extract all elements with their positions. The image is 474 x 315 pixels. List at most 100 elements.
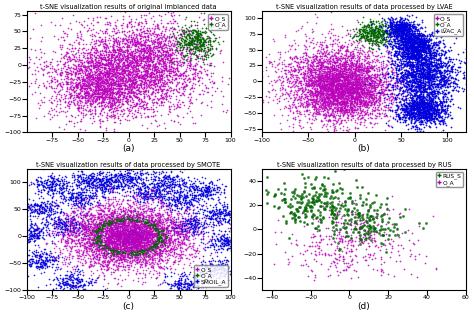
Point <box>142 248 150 253</box>
Point <box>367 76 375 81</box>
Point <box>149 171 157 176</box>
Point <box>124 63 132 68</box>
Point <box>319 101 326 106</box>
Point <box>104 58 112 63</box>
Point <box>425 82 433 87</box>
Point <box>109 190 117 195</box>
Point <box>202 36 210 41</box>
Point <box>318 69 325 74</box>
Point <box>174 216 182 221</box>
Point <box>33 227 40 232</box>
Point <box>95 118 102 123</box>
Point <box>100 247 107 252</box>
Point <box>141 42 149 47</box>
Point <box>80 77 87 82</box>
Point <box>367 34 375 39</box>
Point <box>115 191 123 196</box>
Point <box>424 110 432 115</box>
Point <box>358 91 365 96</box>
Point <box>419 60 427 65</box>
Point <box>298 90 306 95</box>
Point <box>135 259 142 264</box>
Point <box>89 253 97 258</box>
Point <box>384 119 392 124</box>
Point <box>155 170 163 175</box>
Point <box>120 221 128 226</box>
Point <box>413 89 421 94</box>
Point <box>206 38 214 43</box>
Point <box>418 95 425 100</box>
Point <box>108 237 115 242</box>
Point <box>431 121 438 126</box>
Point <box>134 247 141 252</box>
Point <box>109 63 117 68</box>
Point <box>123 182 130 187</box>
Point <box>157 252 165 257</box>
Point <box>345 61 352 66</box>
Point <box>366 82 374 87</box>
Point <box>97 222 104 227</box>
Point <box>419 38 427 43</box>
Point <box>105 97 113 102</box>
Point <box>359 25 366 30</box>
Point <box>134 239 142 244</box>
Point <box>296 72 304 77</box>
Point <box>99 227 107 232</box>
Point <box>332 74 340 79</box>
Point <box>95 215 102 220</box>
Point <box>157 252 165 257</box>
Point <box>381 88 388 93</box>
Point <box>404 49 412 54</box>
Point <box>401 34 409 39</box>
Point <box>145 244 153 249</box>
Point <box>130 183 137 188</box>
Point <box>102 242 110 247</box>
Point <box>143 18 150 23</box>
Point <box>347 239 355 244</box>
Point <box>130 91 137 96</box>
Point <box>180 27 188 32</box>
Point <box>322 81 330 86</box>
Point <box>174 99 182 104</box>
Point <box>199 41 207 46</box>
Point <box>85 276 92 281</box>
Point <box>108 98 116 103</box>
Point <box>143 250 150 255</box>
Point <box>339 74 346 79</box>
Point <box>88 93 95 98</box>
Point <box>143 238 150 243</box>
Point <box>103 220 111 225</box>
Point <box>48 208 55 213</box>
Point <box>437 86 445 91</box>
Point <box>126 85 134 90</box>
Point <box>105 69 113 74</box>
Point <box>105 202 112 207</box>
Point <box>409 44 416 49</box>
Point <box>134 219 141 224</box>
Point <box>15 260 22 265</box>
Point <box>116 241 123 246</box>
Point <box>116 244 124 249</box>
Point <box>88 82 96 87</box>
Point <box>344 87 351 92</box>
Point <box>129 220 137 225</box>
Point <box>181 79 188 84</box>
Point <box>414 51 422 56</box>
Point <box>150 18 157 23</box>
Point <box>347 99 355 104</box>
Point <box>343 79 350 84</box>
Point <box>48 78 55 83</box>
Point <box>57 108 64 113</box>
Point <box>140 222 148 227</box>
Point <box>139 250 146 255</box>
Point <box>171 86 178 91</box>
Point <box>79 223 86 228</box>
Point <box>133 235 140 240</box>
Point <box>48 170 56 175</box>
Point <box>102 228 110 233</box>
Point <box>109 186 117 192</box>
Point <box>388 24 396 29</box>
Point <box>155 190 163 195</box>
Point <box>168 239 175 244</box>
Point <box>72 82 80 87</box>
